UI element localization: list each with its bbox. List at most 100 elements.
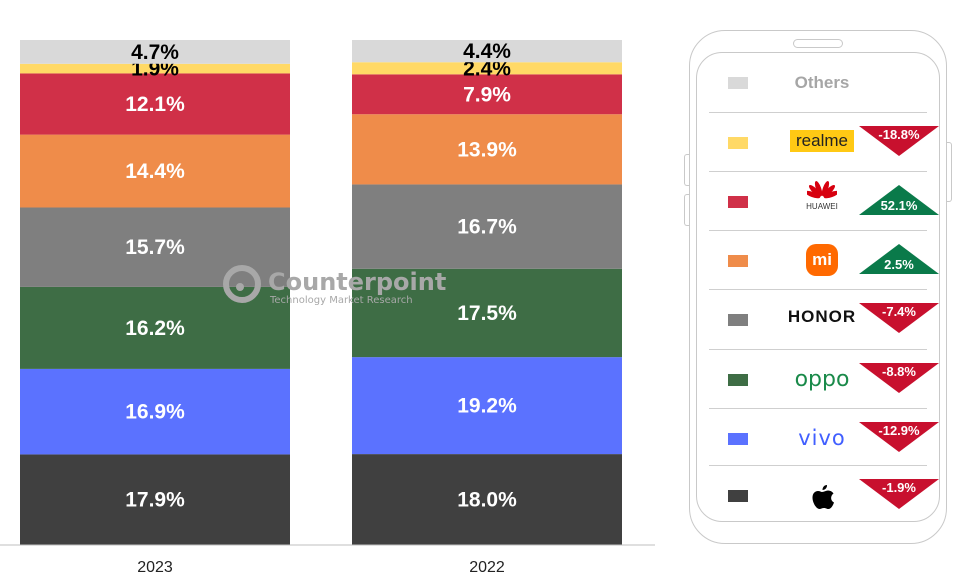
legend-divider xyxy=(709,112,927,113)
yoy-change-label: -8.8% xyxy=(882,364,916,379)
vivo-logo: vivo xyxy=(798,426,846,450)
data-label: 12.1% xyxy=(125,93,185,116)
legend-swatch xyxy=(728,77,748,89)
data-label: 16.7% xyxy=(457,216,517,239)
data-label: 17.5% xyxy=(457,302,517,325)
bar-segment-others-2023 xyxy=(20,40,290,64)
data-label: 4.7% xyxy=(131,41,179,64)
brand-logo: mi xyxy=(767,244,877,276)
x-tick-label: 2022 xyxy=(469,559,505,576)
bar-segment-others-2022 xyxy=(352,40,622,63)
yoy-change-label: 2.5% xyxy=(884,257,914,272)
legend-divider xyxy=(709,230,927,231)
legend-row-xiaomi: mi 2.5% xyxy=(697,230,939,288)
legend-swatch xyxy=(728,196,748,208)
phone-side-button xyxy=(947,142,952,202)
realme-logo: realme xyxy=(790,130,854,152)
triangle-up-icon xyxy=(859,244,939,274)
legend-row-huawei: HUAWEI 52.1% xyxy=(697,171,939,229)
bar-segment-huawei-2022 xyxy=(352,74,622,115)
honor-logo: HONOR xyxy=(787,307,857,326)
data-label: 15.7% xyxy=(125,236,185,259)
x-tick-label: 2023 xyxy=(137,559,173,576)
legend-swatch xyxy=(728,137,748,149)
brand-logo: realme xyxy=(767,130,877,152)
phone-legend: Others realme -18.8% HUAWEI 52.1% mi 2.5… xyxy=(684,30,952,544)
legend-divider xyxy=(709,349,927,350)
yoy-change-label: 52.1% xyxy=(880,198,918,213)
growth-down-indicator: -12.9% xyxy=(859,422,939,452)
triangle-down-icon xyxy=(859,422,939,452)
growth-down-indicator: -18.8% xyxy=(859,126,939,156)
phone-speaker xyxy=(793,39,843,48)
bar-segment-realme-2023 xyxy=(20,63,290,74)
legend-row-vivo: vivo -12.9% xyxy=(697,408,939,466)
data-label: 4.4% xyxy=(463,40,511,63)
yoy-change-label: -7.4% xyxy=(882,304,916,319)
bar-segment-vivo-2023 xyxy=(20,368,290,455)
legend-divider xyxy=(709,171,927,172)
watermark-tagline: Technology Market Research xyxy=(269,295,413,306)
watermark-logo-icon xyxy=(223,265,261,303)
data-label: 7.9% xyxy=(463,83,511,106)
legend-row-others: Others xyxy=(697,53,939,111)
legend-swatch xyxy=(728,374,748,386)
watermark-brand: Counterpoint xyxy=(268,268,446,296)
phone-volume-down-button xyxy=(684,194,689,226)
data-label: 16.2% xyxy=(125,317,185,340)
data-label: 17.9% xyxy=(125,489,185,512)
bar-segment-apple-2022 xyxy=(352,454,622,545)
legend-swatch xyxy=(728,433,748,445)
legend-swatch xyxy=(728,490,748,502)
bar-segment-oppo-2022 xyxy=(352,268,622,358)
triangle-down-icon xyxy=(859,126,939,156)
data-label: 16.9% xyxy=(125,401,185,424)
growth-down-indicator: -8.8% xyxy=(859,363,939,393)
oppo-logo: oppo xyxy=(794,367,850,392)
brand-logo: oppo xyxy=(767,367,877,392)
data-label: 14.4% xyxy=(125,160,185,183)
bar-segment-honor-2022 xyxy=(352,184,622,269)
data-label: 13.9% xyxy=(457,138,517,161)
triangle-up-icon xyxy=(859,185,939,215)
legend-divider xyxy=(709,465,927,466)
bar-segment-realme-2022 xyxy=(352,62,622,75)
data-label: 18.0% xyxy=(457,489,517,512)
legend-swatch xyxy=(728,314,748,326)
stacked-bar-chart: 17.9%16.9%16.2%15.7%14.4%12.1%1.9%4.7%18… xyxy=(0,40,655,576)
legend-label-others: Others xyxy=(794,73,850,92)
phone-volume-up-button xyxy=(684,154,689,186)
yoy-change-label: -12.9% xyxy=(878,423,920,438)
legend-row-oppo: oppo -8.8% xyxy=(697,349,939,407)
huawei-logo: HUAWEI xyxy=(767,179,877,211)
growth-up-indicator: 2.5% xyxy=(859,244,939,274)
bar-segment-xiaomi-2023 xyxy=(20,134,290,208)
apple-logo-icon xyxy=(812,485,834,509)
growth-down-indicator: -1.9% xyxy=(859,479,939,509)
triangle-down-icon xyxy=(859,363,939,393)
brand-logo: HONOR xyxy=(767,307,877,327)
huawei-flower-icon xyxy=(805,181,839,199)
watermark: Counterpoint Technology Market Research xyxy=(223,265,446,306)
legend-screen: Others realme -18.8% HUAWEI 52.1% mi 2.5… xyxy=(696,52,940,522)
bar-segment-xiaomi-2022 xyxy=(352,114,622,185)
legend-row-apple: -1.9% xyxy=(697,465,939,523)
legend-divider xyxy=(709,408,927,409)
bar-segment-honor-2023 xyxy=(20,207,290,287)
legend-swatch xyxy=(728,255,748,267)
yoy-change-label: -1.9% xyxy=(882,480,916,495)
xiaomi-logo: mi xyxy=(806,244,838,276)
triangle-down-icon xyxy=(859,479,939,509)
growth-down-indicator: -7.4% xyxy=(859,303,939,333)
yoy-change-label: -18.8% xyxy=(878,127,920,142)
legend-row-realme: realme -18.8% xyxy=(697,112,939,170)
bar-segment-huawei-2023 xyxy=(20,73,290,135)
bar-segment-vivo-2022 xyxy=(352,357,622,455)
data-label: 19.2% xyxy=(457,395,517,418)
growth-up-indicator: 52.1% xyxy=(859,185,939,215)
brand-logo: HUAWEI xyxy=(767,179,877,211)
brand-logo xyxy=(767,483,877,522)
triangle-down-icon xyxy=(859,303,939,333)
legend-row-honor: HONOR -7.4% xyxy=(697,289,939,347)
data-label: 2.4% xyxy=(463,57,511,80)
